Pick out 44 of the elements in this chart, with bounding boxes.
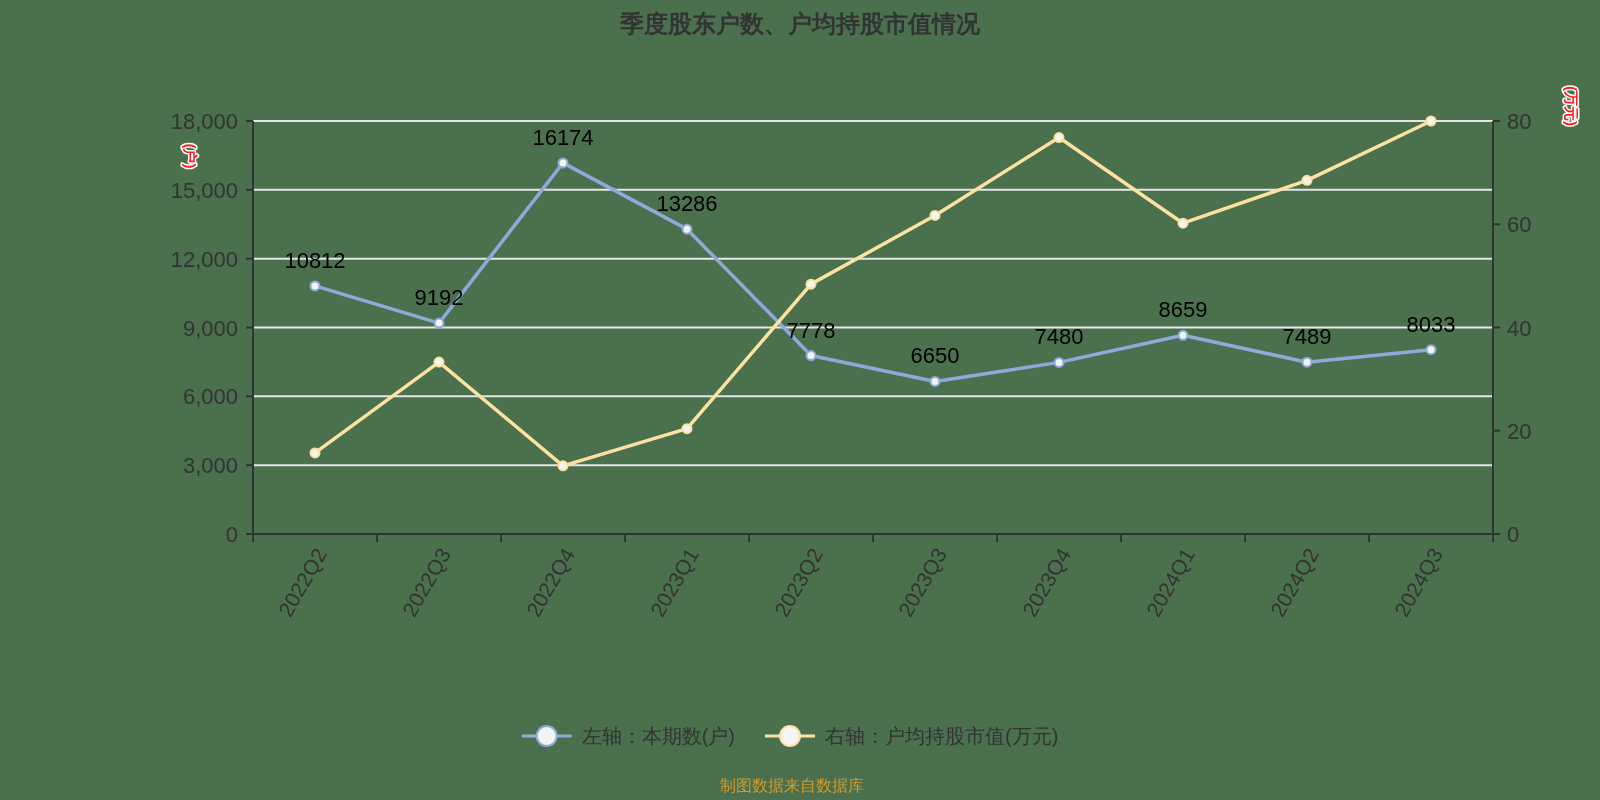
point bbox=[805, 350, 817, 362]
y-axis-title: (户) bbox=[181, 143, 199, 169]
point bbox=[557, 157, 569, 169]
point bbox=[805, 278, 817, 290]
point bbox=[1301, 174, 1313, 186]
y2-tick-label: 80 bbox=[1507, 109, 1532, 134]
point bbox=[1177, 329, 1189, 341]
data-label: 7489 bbox=[1282, 324, 1332, 350]
point bbox=[929, 375, 941, 387]
y-tick-label: 9,000 bbox=[182, 315, 238, 341]
y2-axis-title: (万元) bbox=[1562, 86, 1580, 126]
data-label: 13286 bbox=[656, 191, 718, 217]
y-tick-label: 3,000 bbox=[182, 453, 238, 479]
y-tick-label: 12,000 bbox=[170, 246, 238, 272]
point bbox=[929, 209, 941, 221]
y-tick-label: 0 bbox=[225, 522, 238, 547]
point bbox=[309, 447, 321, 459]
data-label: 8659 bbox=[1158, 297, 1208, 323]
y-tick-label: 6,000 bbox=[182, 384, 238, 410]
data-label: 6650 bbox=[910, 343, 960, 369]
point bbox=[1053, 356, 1065, 368]
data-label: 7480 bbox=[1034, 324, 1084, 350]
y2-tick-label: 60 bbox=[1507, 212, 1532, 238]
y2-tick-label: 40 bbox=[1507, 315, 1532, 341]
point bbox=[433, 356, 445, 368]
point bbox=[1425, 115, 1437, 127]
point bbox=[433, 317, 445, 329]
point bbox=[1177, 217, 1189, 229]
y-tick-label: 15,000 bbox=[170, 177, 238, 203]
legend-label: 左轴：本期数(户) bbox=[581, 725, 735, 747]
point bbox=[681, 223, 693, 235]
point bbox=[309, 280, 321, 292]
legend-label: 右轴：户均持股市值(万元) bbox=[825, 725, 1059, 747]
point bbox=[1425, 344, 1437, 356]
point bbox=[557, 460, 569, 472]
point bbox=[1301, 356, 1313, 368]
y2-tick-label: 20 bbox=[1507, 418, 1532, 444]
point bbox=[1053, 132, 1065, 144]
data-label: 16174 bbox=[532, 124, 594, 150]
y-tick-label: 18,000 bbox=[170, 109, 238, 134]
text: 制图数据来自数据库 bbox=[720, 777, 864, 794]
chart-title: 季度股东户数、户均持股市值情况 bbox=[619, 10, 981, 37]
y2-tick-label: 0 bbox=[1507, 522, 1520, 547]
point bbox=[681, 423, 693, 435]
